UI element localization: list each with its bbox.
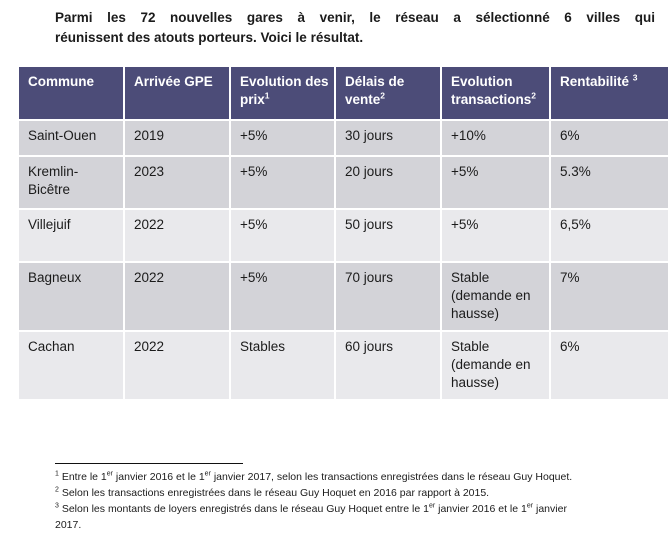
table-cell: 6,5% bbox=[549, 208, 670, 263]
footnote: 3 Selon les montants de loyers enregistr… bbox=[55, 502, 567, 532]
table-cell: 2022 bbox=[123, 208, 231, 263]
table-row: Kremlin-Bicêtre 2023 +5% 20 jours +5% 5.3% bbox=[17, 155, 670, 210]
table-cell: +5% bbox=[440, 208, 551, 263]
footnote: 2 Selon les transactions enregistrées da… bbox=[55, 486, 490, 500]
column-header: Commune bbox=[17, 65, 125, 121]
table-cell: 2023 bbox=[123, 155, 231, 210]
table-cell: Bagneux bbox=[17, 261, 125, 332]
table-cell: +5% bbox=[229, 119, 336, 157]
table-cell: Stable (demande en hausse) bbox=[440, 261, 551, 332]
table-cell: +5% bbox=[229, 208, 336, 263]
column-header: Rentabilité 3 bbox=[549, 65, 670, 121]
intro-line-2: réunissent des atouts porteurs. Voici le… bbox=[55, 30, 364, 45]
gpe-cities-table: Commune Arrivée GPE Evolution des prix1 Dél… bbox=[17, 65, 670, 401]
table-cell: 30 jours bbox=[334, 119, 442, 157]
table-cell: 6% bbox=[549, 330, 670, 401]
footnote-area: 1 Entre le 1er janvier 2016 et le 1er ja… bbox=[55, 463, 655, 533]
table-cell: 2022 bbox=[123, 330, 231, 401]
table-cell: 2022 bbox=[123, 261, 231, 332]
table-cell: 2019 bbox=[123, 119, 231, 157]
table-cell: Villejuif bbox=[17, 208, 125, 263]
column-header: Evolution transactions2 bbox=[440, 65, 551, 121]
table-cell: 20 jours bbox=[334, 155, 442, 210]
table-cell: +5% bbox=[229, 261, 336, 332]
table-cell: 6% bbox=[549, 119, 670, 157]
column-header: Evolution des prix1 bbox=[229, 65, 336, 121]
table-cell: 7% bbox=[549, 261, 670, 332]
table-cell: Saint-Ouen bbox=[17, 119, 125, 157]
intro-paragraph: Parmi les 72 nouvelles gares à venir, le… bbox=[55, 8, 655, 48]
footnote-separator bbox=[55, 463, 243, 464]
table-cell: Kremlin-Bicêtre bbox=[17, 155, 125, 210]
table-header-row: Commune Arrivée GPE Evolution des prix1 Dél… bbox=[17, 65, 670, 121]
table-cell: 50 jours bbox=[334, 208, 442, 263]
table-row: Bagneux 2022 +5% 70 jours Stable (demande en… bbox=[17, 261, 670, 332]
footnotes: 1 Entre le 1er janvier 2016 et le 1er ja… bbox=[55, 469, 655, 533]
table-cell: 5.3% bbox=[549, 155, 670, 210]
table-cell: Cachan bbox=[17, 330, 125, 401]
table-body: Saint-Ouen 2019 +5% 30 jours +10% 6% Kremlin-B… bbox=[17, 119, 670, 401]
table-cell: +5% bbox=[229, 155, 336, 210]
column-header: Arrivée GPE bbox=[123, 65, 231, 121]
table-cell: +10% bbox=[440, 119, 551, 157]
footnote: 1 Entre le 1er janvier 2016 et le 1er ja… bbox=[55, 470, 573, 484]
intro-line-1: Parmi les 72 nouvelles gares à venir, le… bbox=[55, 10, 655, 25]
table-cell: 70 jours bbox=[334, 261, 442, 332]
table-cell: 60 jours bbox=[334, 330, 442, 401]
table-cell: +5% bbox=[440, 155, 551, 210]
table-row: Cachan 2022 Stables 60 jours Stable (demande… bbox=[17, 330, 670, 401]
table-cell: Stable (demande en hausse) bbox=[440, 330, 551, 401]
column-header: Délais de vente2 bbox=[334, 65, 442, 121]
table-cell: Stables bbox=[229, 330, 336, 401]
table-row: Villejuif 2022 +5% 50 jours +5% 6,5% bbox=[17, 208, 670, 263]
table-row: Saint-Ouen 2019 +5% 30 jours +10% 6% bbox=[17, 119, 670, 157]
